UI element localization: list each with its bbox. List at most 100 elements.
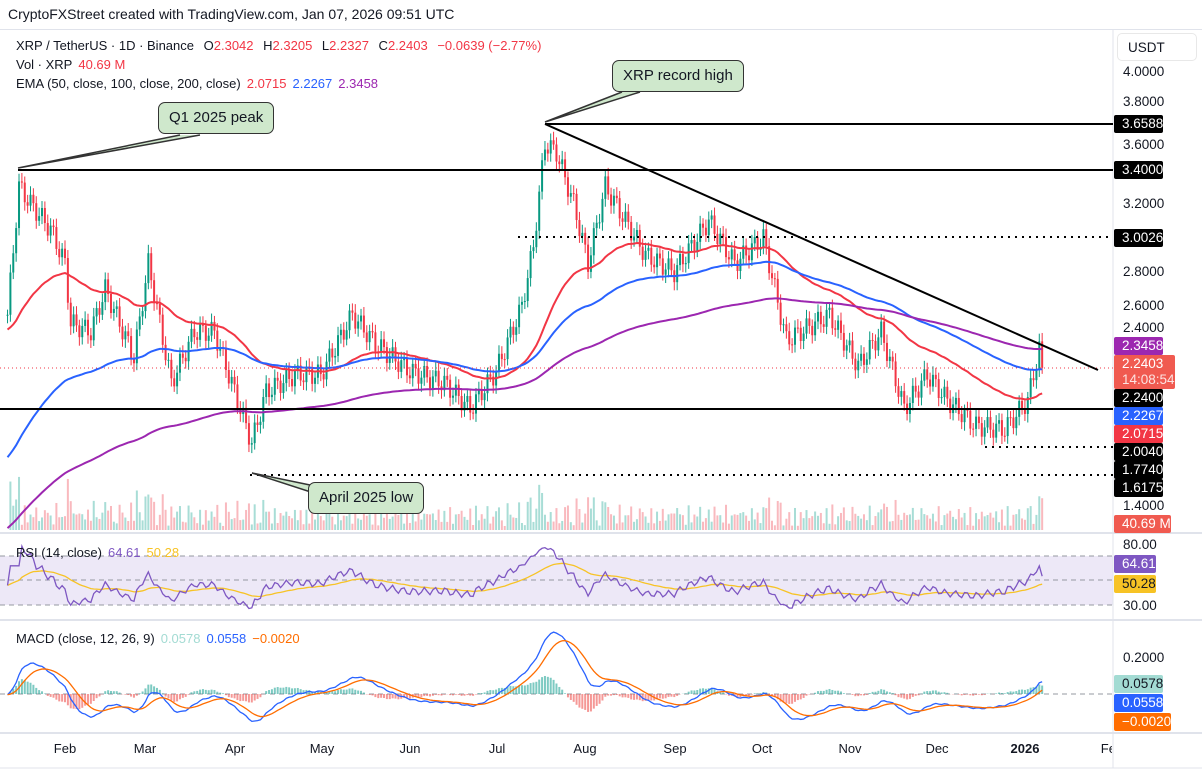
candle-body [181,353,184,358]
volume-bar [822,523,825,530]
volume-bar [808,518,811,530]
price-label: 2.2267 [1114,407,1164,425]
candle-body [219,347,222,351]
macd-histogram-bar [477,693,480,694]
volume-bar [322,520,325,530]
candle-body [124,331,127,340]
candle-body [247,423,250,445]
volume-bar [612,515,615,530]
candle-body [236,384,239,409]
volume-bar [69,501,72,530]
macd-histogram-bar [615,694,618,695]
candle-body [980,423,983,437]
candle-body [224,347,227,370]
rsi-label[interactable]: RSI (14, close) [16,545,102,560]
macd-histogram-bar [1029,687,1032,694]
candle-body [837,320,840,330]
candle-body [49,225,52,236]
candle-body [518,304,521,328]
volume-bar [647,522,650,530]
candle-body [825,309,828,327]
macd-line [7,631,1043,723]
volume-bar [837,516,840,530]
macd-histogram-bar [112,691,115,694]
candle-body [477,388,480,395]
candle-body [296,365,299,372]
candle-body [607,176,610,195]
volume-bar [566,505,569,530]
volume-bar [293,509,296,530]
macd-histogram-bar [190,692,193,694]
volume-bar [512,517,515,530]
candle-body [437,370,440,387]
macd-histogram-bar [891,693,894,694]
macd-histogram-bar [1041,685,1044,694]
symbol-name[interactable]: XRP / TetherUS · 1D · Binance [16,38,194,53]
volume-bar [702,521,705,530]
volume-bar [871,525,874,530]
macd-histogram-bar [144,688,147,694]
volume-label[interactable]: Vol · XRP [16,57,73,72]
candle-body [6,314,9,316]
candle-body [612,195,615,206]
candle-body [92,316,95,341]
callout-pointer [17,134,201,169]
volume-bar [233,518,236,530]
candle-body [374,332,377,352]
price-change: −0.0639 (−2.77%) [437,38,542,53]
volume-bar [135,490,138,530]
macd-histogram-bar [673,694,676,698]
candle-body [713,215,716,234]
candle-body [1009,417,1012,419]
macd-histogram-bar [259,694,262,698]
ema-label[interactable]: EMA (50, close, 100, close, 200, close) [16,76,241,91]
candle-body [834,328,837,330]
candle-body [776,278,779,303]
candle-body [1003,435,1006,437]
volume-bar [408,522,411,530]
candle-body [380,339,383,352]
candle-body [992,429,995,438]
macd-histogram-bar [687,691,690,694]
macd-histogram-bar [931,690,934,694]
candle-body [9,272,12,315]
macd-histogram-bar [908,694,911,699]
volume-bar [1003,525,1006,530]
volume-bar [885,506,888,530]
candle-body [1035,369,1038,381]
macd-label[interactable]: MACD (close, 12, 26, 9) [16,631,155,646]
candle-body [400,360,403,372]
volume-bar [213,516,216,530]
candle-body [998,420,1001,424]
macd-histogram-bar [443,694,446,695]
candle-body [213,321,216,331]
macd-histogram-bar [874,691,877,694]
volume-bar [276,523,279,530]
candle-body [828,307,831,310]
volume-bar [526,501,529,530]
macd-histogram-bar [469,694,472,696]
rsi-line [6,543,1043,610]
volume-bar [23,505,26,530]
currency-selector[interactable]: USDT [1117,33,1197,61]
candle-body [273,377,276,395]
volume-bar [819,512,822,530]
candle-body [523,301,526,303]
candle-body [670,258,673,271]
candle-body [144,283,147,312]
candle-body [535,230,538,248]
volume-bar [285,511,288,530]
volume-bar [966,525,969,530]
candle-body [719,233,722,244]
candle-body [138,316,141,330]
candle-body [880,321,883,338]
candle-body [748,255,751,261]
volume-bar [89,520,92,530]
time-tick: Nov [838,741,862,756]
candle-body [107,279,110,294]
candle-body [647,247,650,251]
volume-bar [592,497,595,530]
volume-bar [95,517,98,530]
volume-bar [664,520,667,530]
